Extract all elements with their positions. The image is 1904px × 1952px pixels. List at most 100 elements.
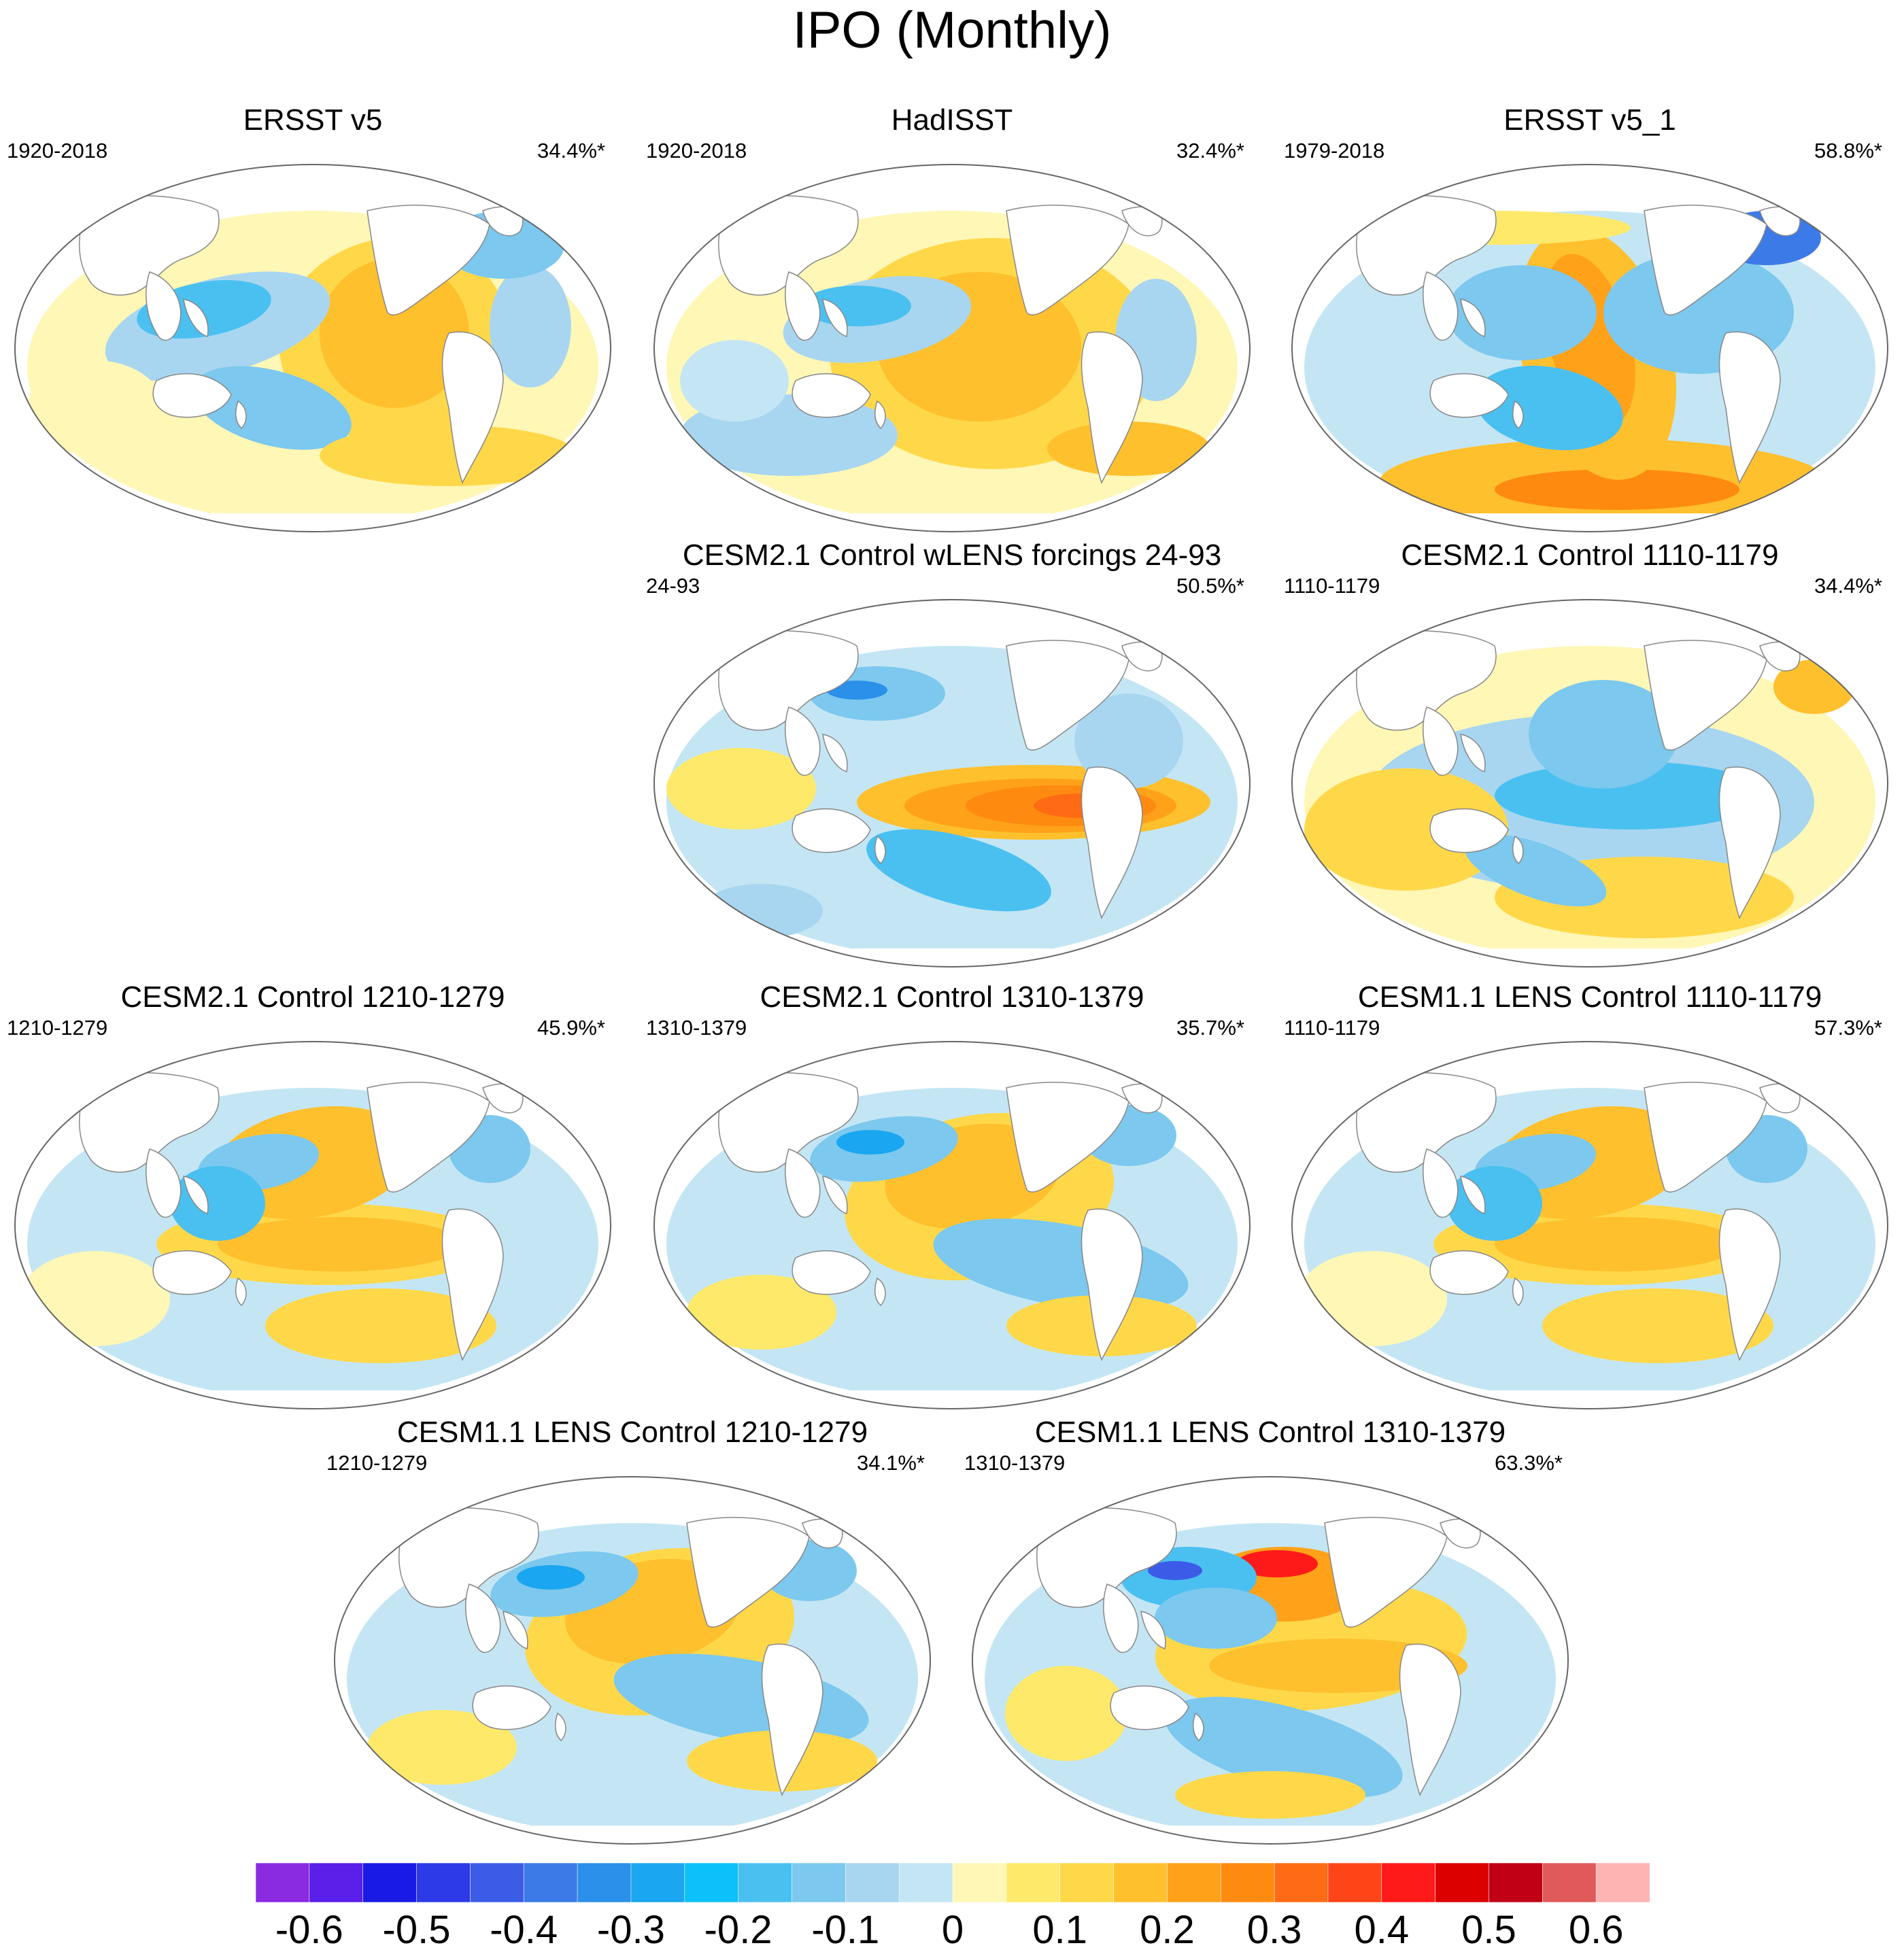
- landmass: [785, 271, 821, 341]
- sst-anomaly-region: [1464, 834, 1607, 907]
- landmass: [785, 706, 821, 776]
- panel-variance-explained: 34.1%*: [857, 1451, 925, 1475]
- panel-period: 24-93: [646, 574, 700, 598]
- colorbar-labels: -0.6 -0.5 -0.4 -0.3 -0.2 -0.1 0 0.1 0.2 0.3 0.4 0.5…: [256, 1909, 1650, 1951]
- landmass: [554, 1712, 566, 1742]
- landmass: [1429, 373, 1509, 418]
- sst-anomaly-region: [490, 265, 571, 388]
- map-panel-cesm21-1310: CESM2.1 Control 1310-1379 1310-1379 35.7%*: [639, 979, 1265, 1414]
- sst-anomaly-region: [1165, 1696, 1403, 1798]
- colorbar-swatch: [577, 1863, 632, 1902]
- landmass: [1140, 1611, 1166, 1649]
- sst-anomaly-region: [687, 1275, 836, 1350]
- colorbar-label: -0.5: [382, 1908, 451, 1952]
- panel-variance-explained: 45.9%*: [537, 1016, 605, 1040]
- panel-title: ERSST v5: [243, 103, 383, 137]
- landmass: [874, 1277, 886, 1307]
- map-boundary: [1291, 1041, 1888, 1409]
- panel-period: 1920-2018: [7, 139, 108, 162]
- sst-anomaly-region: [1475, 365, 1623, 451]
- landmass: [1718, 1208, 1781, 1361]
- landmass: [718, 194, 859, 296]
- global-sst-map: [653, 164, 1251, 532]
- panel-period: 1310-1379: [964, 1451, 1066, 1475]
- panel-title: CESM2.1 Control 1310-1379: [760, 980, 1144, 1014]
- panel-variance-explained: 34.4%*: [1814, 574, 1882, 598]
- landmass: [152, 1250, 232, 1295]
- panel-title: CESM2.1 Control 1110-1179: [1401, 538, 1779, 572]
- global-sst-map: [1291, 164, 1888, 532]
- landmass: [1460, 298, 1486, 337]
- landmass: [1460, 1176, 1486, 1214]
- map-panel-cesm11-1210: CESM1.1 LENS Control 1210-1279 1210-1279 3…: [320, 1414, 945, 1849]
- sst-anomaly-region: [1236, 1550, 1318, 1577]
- figure-title: IPO (Monthly): [792, 1, 1112, 59]
- sst-anomaly-region: [517, 1565, 585, 1590]
- map-boundary: [1291, 599, 1888, 968]
- global-sst-map: [1291, 1041, 1888, 1409]
- map-panel-cesm11-1110: CESM1.1 LENS Control 1110-1179 1110-1179 5…: [1277, 979, 1903, 1414]
- landmass: [1644, 205, 1767, 315]
- landmass: [792, 808, 871, 853]
- global-sst-map: [653, 599, 1251, 968]
- sst-anomaly-region: [1542, 1288, 1773, 1363]
- global-sst-map: [1291, 599, 1888, 968]
- colorbar-swatch: [684, 1863, 739, 1902]
- landmass: [718, 630, 859, 731]
- landmass: [1081, 1208, 1143, 1361]
- sst-anomaly-region: [700, 884, 823, 938]
- colorbar-swatch: [845, 1863, 900, 1902]
- global-sst-map: [14, 164, 611, 532]
- landmass: [1644, 1082, 1767, 1193]
- panel-variance-explained: 58.8%*: [1814, 139, 1882, 162]
- colorbar-swatch: [1167, 1863, 1222, 1902]
- arctic-mask: [654, 1042, 1250, 1061]
- panel-variance-explained: 34.4%*: [537, 139, 605, 162]
- sst-anomaly-region: [218, 1217, 462, 1271]
- panel-title: CESM2.1 Control wLENS forcings 24-93: [682, 538, 1222, 572]
- sst-anomaly-region: [1529, 680, 1678, 789]
- colorbar-label: 0.2: [1140, 1908, 1195, 1952]
- antarctic-mask: [15, 513, 611, 532]
- colorbar-swatch: [1220, 1863, 1275, 1902]
- colorbar-swatch: [1059, 1863, 1115, 1902]
- sst-anomaly-region: [1155, 1588, 1277, 1649]
- landmass: [183, 1176, 209, 1214]
- colorbar-swatch: [952, 1863, 1007, 1902]
- landmass: [1324, 1517, 1448, 1628]
- landmass: [1429, 1250, 1509, 1295]
- map-boundary: [1291, 164, 1888, 532]
- sst-anomaly-region: [836, 1130, 904, 1154]
- landmass: [1192, 1712, 1204, 1742]
- landmass: [1036, 1507, 1177, 1608]
- sst-anomaly-region: [27, 360, 163, 456]
- map-boundary: [653, 1041, 1251, 1409]
- sst-anomaly-region: [1148, 1561, 1202, 1580]
- sst-anomaly-region: [320, 258, 469, 408]
- colorbar-label: -0.4: [490, 1908, 558, 1952]
- colorbar-swatch: [738, 1863, 793, 1902]
- antarctic-mask: [654, 513, 1250, 532]
- landmass: [761, 1643, 823, 1796]
- colorbar-label: 0.5: [1461, 1908, 1516, 1952]
- map-boundary: [334, 1476, 931, 1845]
- colorbar-swatch: [256, 1863, 310, 1902]
- panel-period: 1979-2018: [1284, 139, 1385, 162]
- colorbar-swatch: [309, 1863, 364, 1902]
- colorbar-label: 0.1: [1032, 1908, 1088, 1952]
- colorbar-label: -0.2: [704, 1908, 772, 1952]
- landmass: [785, 1148, 821, 1218]
- sst-anomaly-region: [320, 425, 578, 486]
- map-boundary: [972, 1476, 1569, 1845]
- landmass: [1423, 1148, 1459, 1218]
- colorbar-swatch: [523, 1863, 578, 1902]
- landmass: [1512, 400, 1524, 430]
- antarctic-mask: [972, 1826, 1568, 1844]
- landmass: [792, 373, 871, 418]
- map-panel-hadisst: HadISST 1920-2018 32.4%*: [639, 102, 1265, 537]
- antarctic-mask: [1292, 1390, 1888, 1409]
- sst-anomaly-region: [192, 366, 352, 450]
- sst-anomaly-region: [666, 748, 816, 829]
- landmass: [822, 1176, 848, 1214]
- antarctic-mask: [654, 948, 1250, 967]
